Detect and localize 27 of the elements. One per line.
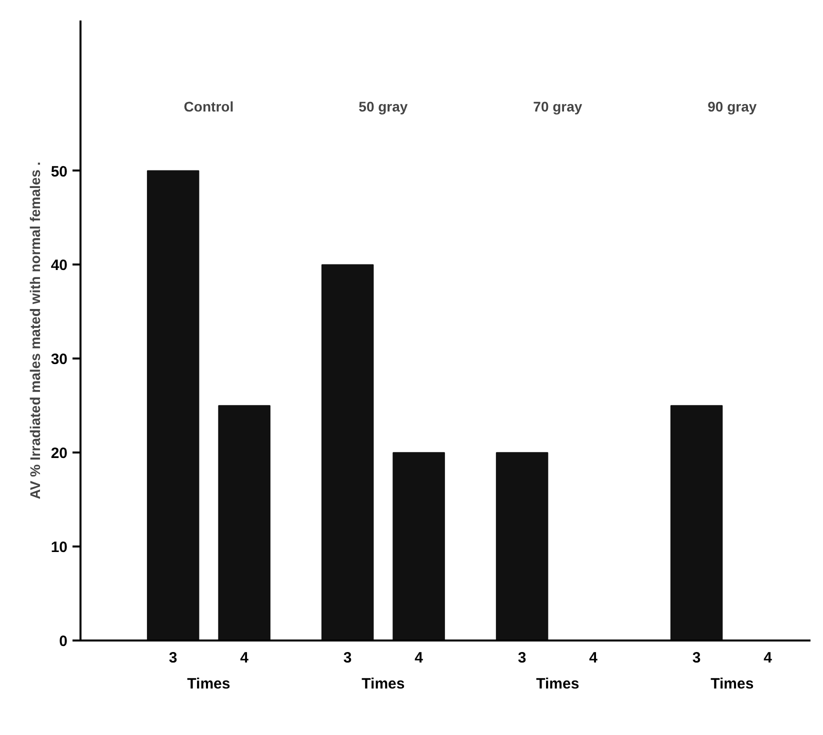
annotation: Control <box>184 98 234 114</box>
annotation: 90 gray <box>708 98 757 114</box>
y-tick-label: 0 <box>59 633 68 650</box>
y-tick-label: 50 <box>50 163 68 180</box>
y-axis-title: AV % Irradiated males mated with normal females . <box>26 162 43 500</box>
x-tick-label: 3 <box>168 650 178 666</box>
text: Times <box>187 676 230 692</box>
text: Times <box>710 676 754 692</box>
text: Times <box>536 676 580 692</box>
y-tick-label: 40 <box>50 257 68 274</box>
text: Times <box>362 676 405 692</box>
annotation: 70 gray <box>533 98 582 114</box>
x-tick-label: 4 <box>589 650 598 666</box>
y-tick-label: 20 <box>50 445 68 462</box>
x-tick-label: 3 <box>343 650 352 666</box>
x-tick-label: 3 <box>692 650 701 666</box>
y-tick-label: 10 <box>50 539 68 556</box>
x-tick-label: 4 <box>764 650 773 666</box>
bar <box>146 170 200 640</box>
annotation: 50 gray <box>358 98 408 114</box>
bar <box>496 452 548 640</box>
x-tick-label: 3 <box>518 650 526 666</box>
bar <box>321 264 374 640</box>
x-tick-label: 4 <box>240 650 250 666</box>
x-tick-label: 4 <box>414 650 424 666</box>
bar <box>670 405 723 640</box>
y-tick-label: 30 <box>50 351 68 368</box>
